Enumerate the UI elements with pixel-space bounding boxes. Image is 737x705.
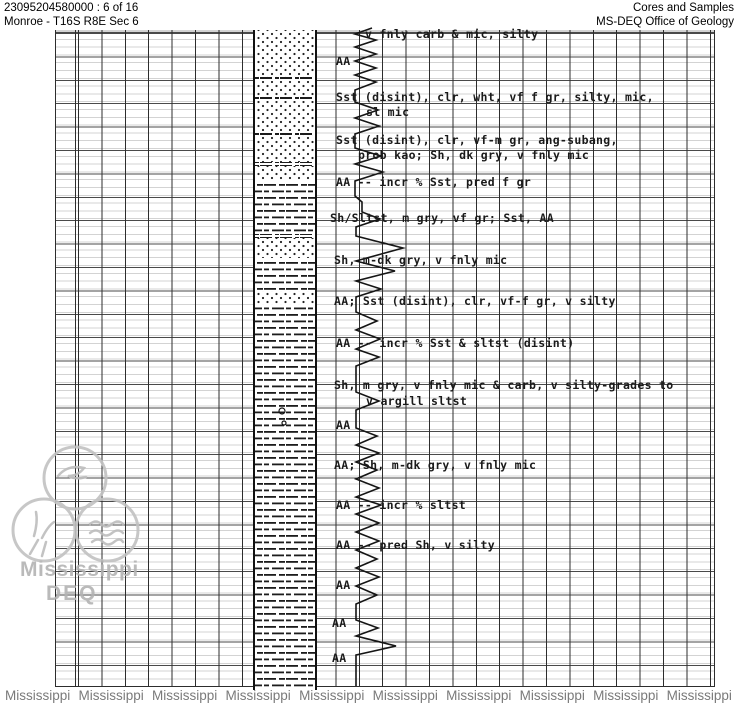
document-office: MS-DEQ Office of Geology xyxy=(596,15,734,28)
bird-icon xyxy=(56,465,88,480)
log-entry: AA -- pred Sh, v silty xyxy=(336,538,495,552)
log-entry: Sst (disint), clr, wht, vf f gr, silty, … xyxy=(336,90,654,104)
log-entry: AA -- incr % sltst xyxy=(336,498,467,512)
footer-watermark-text: Mississippi xyxy=(446,688,512,703)
log-entry: Sh/Sltst, m gry, vf gr; Sst, AA xyxy=(330,211,554,225)
header-right: Cores and Samples MS-DEQ Office of Geolo… xyxy=(596,2,734,29)
document-title: Cores and Samples xyxy=(633,2,734,14)
footer-watermark-text: Mississippi xyxy=(5,688,71,703)
log-entry: v fnly carb & mic, silty xyxy=(365,27,539,41)
water-waves-icon xyxy=(88,520,125,546)
log-entry: Sst (disint), clr, vf-m gr, ang-subang, xyxy=(336,133,618,147)
logo-text-deq: DEQ xyxy=(46,582,98,605)
footer-watermark-text: Mississippi xyxy=(666,688,732,703)
plant-hand-icon xyxy=(28,510,56,558)
lithology-band-dashrow xyxy=(255,131,315,135)
lithology-band-shale xyxy=(255,305,315,690)
footer-watermark-text: Mississippi xyxy=(78,688,144,703)
log-entry: AA -- incr % Sst, pred f gr xyxy=(336,175,532,189)
log-entry: v argill sltst xyxy=(366,394,468,408)
log-curve-path xyxy=(352,27,407,686)
log-entry: AA xyxy=(336,578,351,592)
lithology-band-shale xyxy=(255,180,315,234)
footer-watermark-text: Mississippi xyxy=(593,688,659,703)
header-left: 23095204580000 : 6 of 16 Monroe - T16S R… xyxy=(4,2,139,29)
log-entry: AA xyxy=(336,54,351,68)
lithology-band-sand xyxy=(255,166,315,180)
log-entry: AA xyxy=(332,651,347,665)
footer-watermark-text: Mississippi xyxy=(299,688,365,703)
lithology-band-sand xyxy=(255,81,315,97)
footer-watermark-text: Mississippi xyxy=(152,688,218,703)
lithology-band-sand xyxy=(255,30,315,77)
lithology-band-dashrow xyxy=(255,97,315,101)
deq-logo-watermark: Mississippi DEQ xyxy=(11,445,140,605)
footer-watermark-text: Mississippi xyxy=(225,688,291,703)
lithology-band-dashrow xyxy=(255,162,315,166)
footer-watermark-text: Mississippi xyxy=(372,688,438,703)
log-entry: AA; Sh, m-dk gry, v fnly mic xyxy=(334,458,537,472)
log-entry: Sh, m gry, v fnly mic & carb, v silty-gr… xyxy=(334,378,674,392)
lithology-band-dashrow xyxy=(255,234,315,238)
scan-grid xyxy=(55,30,715,687)
log-entry: AA xyxy=(332,616,347,630)
lithology-column xyxy=(253,30,317,690)
log-entry: Sh, m-dk gry, v fnly mic xyxy=(334,253,508,267)
log-entry: AA -- incr % Sst & sltst (disint) xyxy=(336,336,575,350)
log-entry: prob kao; Sh, dk gry, v fnly mic xyxy=(358,148,590,162)
log-entry: AA; Sst (disint), clr, vf-f gr, v silty xyxy=(334,294,616,308)
logo-circle-top xyxy=(42,445,108,511)
logo-circle-right xyxy=(74,497,140,563)
document-location: Monroe - T16S R8E Sec 6 xyxy=(4,15,139,28)
document-id: 23095204580000 : 6 of 16 xyxy=(4,2,139,14)
lithology-band-sand xyxy=(255,238,315,258)
logo-text-mississippi: Mississippi xyxy=(20,558,139,581)
concretion-symbol xyxy=(278,407,286,415)
lithology-band-dashrow xyxy=(255,77,315,81)
lithology-band-sand xyxy=(255,291,315,305)
concretion-symbol xyxy=(281,420,287,426)
log-entry: sl mic xyxy=(366,105,410,119)
lithology-band-sand xyxy=(255,101,315,131)
lithology-band-sand xyxy=(255,135,315,162)
log-entry: AA xyxy=(336,418,351,432)
watermark-row: Mississippi Mississippi Mississippi Mississ… xyxy=(0,688,737,703)
footer-watermark-text: Mississippi xyxy=(519,688,585,703)
lithology-band-shale xyxy=(255,258,315,291)
